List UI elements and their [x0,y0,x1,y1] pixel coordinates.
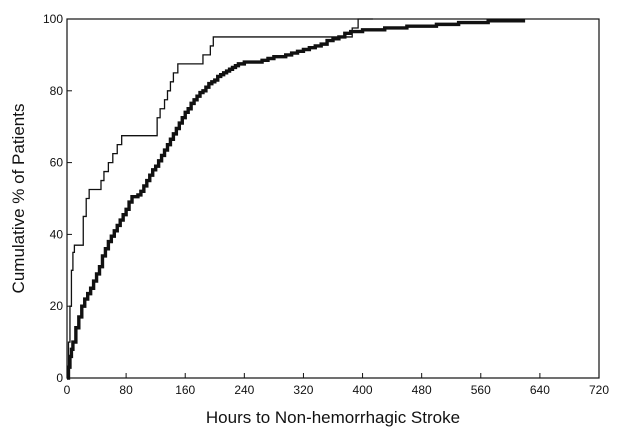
series-line-thin [67,18,373,379]
x-tick-label: 240 [234,383,254,397]
y-tick-label: 0 [56,371,63,385]
x-tick-label: 160 [175,383,195,397]
x-tick-label: 80 [119,383,133,397]
x-tick-label: 720 [589,383,609,397]
y-tick-label: 20 [50,299,64,313]
series-layer [66,18,526,380]
series-line-thick [66,19,526,380]
x-tick-label: 320 [293,383,313,397]
x-tick-label: 640 [530,383,550,397]
y-tick-label: 60 [50,156,64,170]
x-tick-label: 560 [471,383,491,397]
x-axis: 0 80 160 240 320 400 480 560 640 720 [64,373,609,397]
y-tick-label: 40 [50,227,64,241]
plot-frame [66,18,600,379]
y-axis: 0 20 40 60 80 100 [43,12,72,385]
x-axis-label: Hours to Non-hemorrhagic Stroke [206,408,460,427]
plot-area [66,18,600,380]
x-tick-label: 400 [353,383,373,397]
x-tick-label: 0 [64,383,71,397]
y-axis-label: Cumulative % of Patients [9,104,28,294]
x-tick-label: 480 [412,383,432,397]
y-tick-label: 100 [43,12,63,26]
y-tick-label: 80 [50,84,64,98]
